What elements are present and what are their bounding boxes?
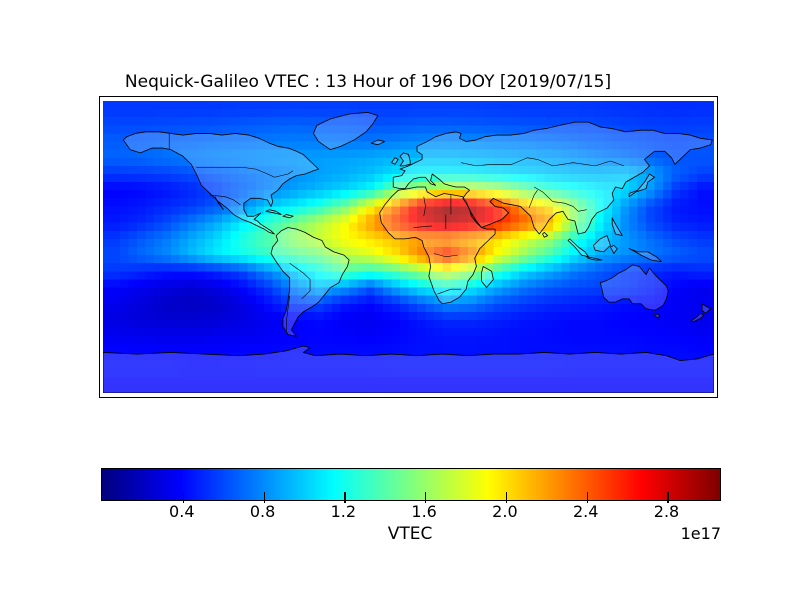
coastline-polygon: [371, 140, 385, 145]
coastline-polygon: [103, 346, 714, 393]
coastline-polygon: [610, 245, 617, 253]
colorbar-gradient-canvas: [102, 469, 720, 500]
world-coastlines-overlay: [103, 101, 714, 393]
coastline-polygon: [629, 249, 661, 262]
colorbar-tick-label: 2.8: [653, 502, 680, 521]
colorbar-tick-label: 2.4: [572, 502, 599, 521]
country-border-line: [534, 187, 587, 211]
coastline-polygon: [587, 257, 602, 260]
coastline-polygon: [629, 174, 654, 197]
colorbar-tick: [667, 492, 669, 503]
country-border-line: [414, 226, 433, 228]
map-axes: [99, 96, 718, 398]
country-border-line: [529, 190, 537, 208]
colorbar-tick-label: 2.0: [492, 502, 518, 521]
coastline-polygon: [690, 314, 704, 322]
coastline-polygon: [612, 218, 622, 236]
colorbar-axes: [101, 468, 721, 503]
colorbar-tick-label: 1.6: [411, 502, 437, 521]
country-border-line: [437, 289, 461, 294]
coastline-polygon: [215, 197, 223, 210]
colorbar-tick: [263, 492, 265, 503]
colorbar-tick: [586, 492, 588, 503]
colorbar-tick-label: 0.8: [249, 502, 276, 521]
coastline-polygon: [392, 158, 399, 164]
coastline-polygon: [593, 236, 610, 252]
colorbar-tick-labels: 0.4 0.8 1.2 1.6 2.0 2.4 2.8: [101, 502, 719, 522]
colorbar-tick: [182, 492, 184, 503]
colorbar-tick: [425, 492, 427, 503]
colorbar-label: VTEC: [387, 524, 433, 544]
country-border-line: [286, 296, 289, 332]
coastline-polygon: [481, 266, 493, 287]
country-border-line: [210, 195, 241, 205]
colorbar-tick-label: 1.2: [330, 502, 357, 521]
coastline-polygon: [655, 314, 660, 319]
vtec-heatmap-canvas: [103, 101, 714, 393]
coastline-polygon: [702, 304, 710, 314]
coastline-polygon: [266, 210, 281, 215]
country-border-line: [196, 168, 293, 178]
plot-title: Nequick-Galileo VTEC : 13 Hour of 196 DO…: [124, 72, 612, 92]
colorbar-ticks: [102, 469, 720, 503]
coastline-polygon: [393, 122, 712, 234]
colorbar-offset-text: 1e17: [680, 524, 721, 543]
country-border-line: [461, 158, 624, 166]
coastline-polygon: [380, 187, 495, 304]
country-border-line: [290, 263, 310, 299]
colorbar-tick: [505, 492, 508, 503]
coastline-polygon: [600, 265, 668, 310]
coastline-polygon: [313, 112, 377, 149]
country-border-line: [424, 197, 426, 216]
coastline-polygon: [283, 215, 293, 218]
colorbar-tick-label: 0.4: [169, 502, 195, 521]
coastline-polygon: [123, 132, 318, 234]
coastline-polygon: [568, 239, 588, 257]
colorbar-tick: [344, 492, 346, 503]
coastline-polygon: [543, 232, 548, 237]
country-border-line: [434, 253, 458, 256]
coastline-polygon: [400, 153, 410, 166]
